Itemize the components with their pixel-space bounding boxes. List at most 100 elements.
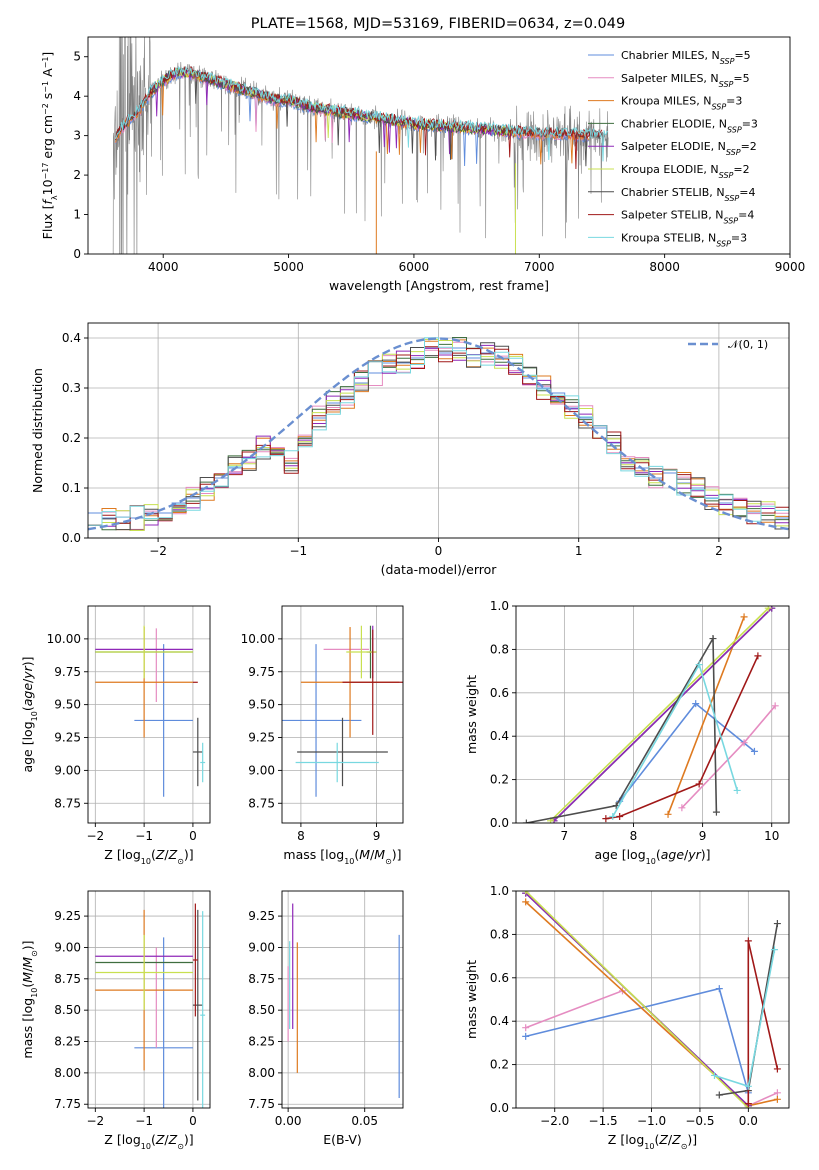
plot-area xyxy=(112,37,609,254)
plot-area xyxy=(88,337,789,531)
label-part: Chabrier ELODIE, xyxy=(621,117,719,130)
weight-marker xyxy=(744,937,752,945)
label-part: )] xyxy=(701,847,711,862)
y-axis-label: mass weight xyxy=(464,960,479,1039)
label-part: SSP xyxy=(723,216,738,225)
label-part: ( xyxy=(151,1132,156,1147)
label-part: SSP xyxy=(719,171,734,180)
x-axis-label: Z [log10(Z/Z⊙)] xyxy=(104,847,193,866)
label-part: (data-model)/error xyxy=(381,562,498,577)
label-part: ( xyxy=(654,1132,659,1147)
plot-area xyxy=(522,891,781,1108)
axes-frame xyxy=(281,890,404,1109)
label-part: −2 xyxy=(41,103,50,115)
plot-area xyxy=(522,606,779,823)
axes-frame xyxy=(87,36,791,255)
label-part: Z [log xyxy=(608,1132,644,1147)
figure-title: PLATE=1568, MJD=53169, FIBERID=0634, z=0… xyxy=(251,16,625,32)
x-tick-label: −1 xyxy=(135,829,153,843)
label-part: E(B-V) xyxy=(323,1132,362,1147)
label-part: Z xyxy=(658,1132,668,1147)
x-axis-label: Z [log10(Z/Z⊙)] xyxy=(608,1132,697,1151)
weight-marker xyxy=(744,1100,752,1108)
label-part: SSP xyxy=(727,125,742,134)
weight-marker xyxy=(609,812,617,820)
model-spectrum-kroupa-stelib xyxy=(115,65,609,162)
y-tick-label: 9.50 xyxy=(248,698,275,712)
label-part: 10 xyxy=(30,988,39,998)
x-tick-label: 10 xyxy=(764,829,779,843)
label-part: A xyxy=(40,68,55,81)
weight-marker xyxy=(664,810,672,818)
legend-label: 𝒩(0, 1) xyxy=(728,338,768,351)
label-part: ⊙ xyxy=(177,1142,184,1151)
label-part: M xyxy=(20,957,35,968)
label-part: age xyxy=(20,683,35,707)
x-axis-label: E(B-V) xyxy=(323,1132,362,1147)
weight-marker xyxy=(740,739,748,747)
y-tick-label: 8.75 xyxy=(248,972,275,986)
y-tick-label: 9.00 xyxy=(248,763,275,777)
label-part: =3 xyxy=(731,231,747,244)
y-tick-label: 0.2 xyxy=(62,431,81,445)
x-tick-label: 7000 xyxy=(524,260,555,274)
label-part: SSP xyxy=(726,148,741,157)
x-tick-label: 9 xyxy=(373,829,381,843)
weight-marker xyxy=(773,920,781,928)
label-part: SSP xyxy=(711,102,726,111)
label-part: Salpeter STELIB, xyxy=(621,209,715,222)
y-tick-label: 9.50 xyxy=(54,698,81,712)
x-tick-label: 5000 xyxy=(273,260,304,274)
weight-marker xyxy=(744,1082,752,1090)
y-tick-label: 9.25 xyxy=(54,909,81,923)
label-part: age [log xyxy=(594,847,645,862)
label-part: N xyxy=(708,231,716,244)
weight-marker xyxy=(740,613,748,621)
label-part: λ xyxy=(50,195,59,200)
label-part: ⊙ xyxy=(177,857,184,866)
label-part: ⊙ xyxy=(681,1142,688,1151)
x-tick-label: 0.05 xyxy=(351,1114,378,1128)
label-part: age xyxy=(661,847,685,862)
axes-frame xyxy=(87,890,211,1109)
y-tick-label: 4 xyxy=(73,89,81,103)
label-part: Salpeter MILES, xyxy=(621,72,710,85)
y-tick-label: 7.75 xyxy=(54,1097,81,1111)
label-part: −1 xyxy=(41,81,50,93)
y-tick-label: 9.25 xyxy=(248,909,275,923)
label-part: )] xyxy=(687,1132,697,1147)
label-part: )] xyxy=(184,1132,194,1147)
y-tick-label: 8.25 xyxy=(248,1035,275,1049)
x-tick-label: −1 xyxy=(289,544,307,558)
y-axis-label: mass weight xyxy=(464,675,479,754)
label-part: )] xyxy=(20,940,35,950)
label-part: Kroupa ELODIE, xyxy=(621,163,710,176)
label-part: yr xyxy=(687,847,701,862)
weight-marker xyxy=(695,661,703,669)
label-part: =4 xyxy=(738,209,754,222)
y-tick-label: 0.4 xyxy=(490,729,509,743)
x-tick-label: −2 xyxy=(86,829,104,843)
x-axis-label: mass [log10(M/M⊙)] xyxy=(283,847,401,866)
y-tick-label: 0.6 xyxy=(490,971,509,985)
label-part: Z xyxy=(155,847,165,862)
label-part: mass weight xyxy=(464,675,479,754)
y-tick-label: 9.00 xyxy=(54,940,81,954)
y-tick-label: 0.2 xyxy=(490,1058,509,1072)
label-part: ( xyxy=(354,847,359,862)
y-tick-label: 8.75 xyxy=(54,796,81,810)
y-tick-label: 0.4 xyxy=(62,331,81,345)
x-tick-label: −2 xyxy=(149,544,167,558)
label-part: N xyxy=(712,49,720,62)
y-tick-label: 9.25 xyxy=(54,731,81,745)
label-part: N xyxy=(719,117,727,130)
weight-marker xyxy=(522,1032,530,1040)
x-axis-label: (data-model)/error xyxy=(381,562,498,577)
axes-frame xyxy=(281,605,404,824)
histogram-step-kroupa-stelib xyxy=(88,337,789,526)
weight-marker xyxy=(522,891,530,895)
y-tick-label: 9.75 xyxy=(248,665,275,679)
label-part: =2 xyxy=(741,140,757,153)
